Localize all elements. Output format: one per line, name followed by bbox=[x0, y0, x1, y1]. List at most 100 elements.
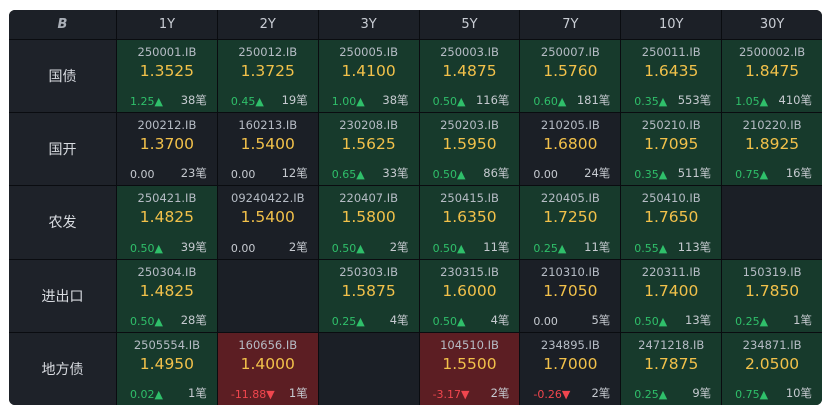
yield-change: 0.00 bbox=[230, 168, 256, 182]
quote-cell[interactable]: 234871.IB 2.0500 0.75▲ 10笔 bbox=[722, 332, 822, 405]
corner-cell: B bbox=[9, 10, 116, 39]
yield-change: 0.60▲ bbox=[533, 95, 567, 109]
quote-cell[interactable]: 150319.IB 1.7850 0.25▲ 1笔 bbox=[722, 259, 822, 332]
bond-yield: 1.5625 bbox=[341, 135, 396, 154]
quote-cell[interactable]: 250001.IB 1.3525 1.25▲ 38笔 bbox=[117, 40, 217, 113]
quote-cell[interactable]: 220311.IB 1.7400 0.50▲ 13笔 bbox=[621, 259, 722, 332]
tenor-header-30y[interactable]: 30Y bbox=[722, 10, 822, 39]
quote-cell[interactable]: 250007.IB 1.5760 0.60▲ 181笔 bbox=[520, 40, 621, 113]
trade-count: 9笔 bbox=[692, 385, 712, 400]
quote-cell[interactable]: 250421.IB 1.4825 0.50▲ 39笔 bbox=[117, 186, 217, 259]
quote-cell[interactable]: 234895.IB 1.7000 -0.26▼ 2笔 bbox=[520, 332, 621, 405]
row-label[interactable]: 地方债 bbox=[9, 332, 116, 405]
row-label[interactable]: 进出口 bbox=[9, 259, 116, 332]
yield-change: 0.25▲ bbox=[735, 314, 769, 328]
tenor-header-2y[interactable]: 2Y bbox=[217, 10, 318, 39]
trade-count: 1笔 bbox=[188, 385, 207, 400]
bond-code: 250210.IB bbox=[641, 118, 701, 133]
quote-cell[interactable]: 2471218.IB 1.7875 0.25▲ 9笔 bbox=[621, 332, 722, 405]
bond-code: 2500002.IB bbox=[738, 45, 806, 59]
row-label[interactable]: 国债 bbox=[9, 40, 116, 113]
trade-count: 19笔 bbox=[281, 93, 308, 108]
bond-code: 250421.IB bbox=[137, 191, 197, 206]
bond-code: 220407.IB bbox=[339, 191, 399, 206]
trade-count: 13笔 bbox=[685, 312, 712, 327]
trade-count: 2笔 bbox=[389, 239, 409, 254]
yield-change: 0.50▲ bbox=[432, 168, 466, 182]
quote-cell[interactable]: 250303.IB 1.5875 0.25▲ 4笔 bbox=[318, 259, 419, 332]
quote-cell[interactable]: 250410.IB 1.7650 0.55▲ 113笔 bbox=[621, 186, 722, 259]
bond-code: 250304.IB bbox=[137, 264, 197, 279]
bond-yield: 1.5400 bbox=[240, 208, 295, 227]
tenor-header-1y[interactable]: 1Y bbox=[117, 10, 217, 39]
quote-cell[interactable]: 250012.IB 1.3725 0.45▲ 19笔 bbox=[217, 40, 318, 113]
bond-code: 160213.IB bbox=[238, 118, 298, 133]
tenor-header-10y[interactable]: 10Y bbox=[621, 10, 722, 39]
bond-yield: 1.6800 bbox=[543, 135, 598, 154]
bond-code: 150319.IB bbox=[742, 264, 802, 279]
trade-count: 4笔 bbox=[490, 312, 510, 327]
bond-yield: 1.7095 bbox=[644, 135, 699, 154]
bond-yield: 1.3725 bbox=[240, 62, 295, 80]
quote-cell[interactable]: 210205.IB 1.6800 0.00 24笔 bbox=[520, 113, 621, 186]
bond-yield: 1.5760 bbox=[543, 62, 598, 80]
row-label[interactable]: 国开 bbox=[9, 113, 116, 186]
quote-cell[interactable]: 230315.IB 1.6000 0.50▲ 4笔 bbox=[419, 259, 520, 332]
yield-change: -3.17▼ bbox=[432, 387, 470, 401]
quote-cell[interactable]: 104510.IB 1.5500 -3.17▼ 2笔 bbox=[419, 332, 520, 405]
quote-cell[interactable]: 250304.IB 1.4825 0.50▲ 28笔 bbox=[117, 259, 217, 332]
quote-cell[interactable]: 2500002.IB 1.8475 1.05▲ 410笔 bbox=[722, 40, 822, 113]
quote-cell[interactable]: 220407.IB 1.5800 0.50▲ 2笔 bbox=[318, 186, 419, 259]
bond-yield: 1.4950 bbox=[139, 354, 195, 373]
bond-yield: 1.7000 bbox=[543, 354, 598, 373]
bond-code: 2505554.IB bbox=[133, 337, 200, 352]
quote-cell[interactable]: 250210.IB 1.7095 0.35▲ 511笔 bbox=[621, 113, 722, 186]
quote-cell[interactable]: 250415.IB 1.6350 0.50▲ 11笔 bbox=[419, 186, 520, 259]
trade-count: 86笔 bbox=[483, 166, 510, 181]
trade-count: 11笔 bbox=[584, 239, 611, 254]
quote-cell[interactable]: 250003.IB 1.4875 0.50▲ 116笔 bbox=[419, 40, 520, 113]
empty-quote-cell bbox=[318, 332, 419, 405]
quote-cell[interactable]: 160656.IB 1.4000 -11.88▼ 1笔 bbox=[217, 332, 318, 405]
quote-cell[interactable]: 210310.IB 1.7050 0.00 5笔 bbox=[520, 259, 621, 332]
row-label[interactable]: 农发 bbox=[9, 186, 116, 259]
quote-cell[interactable]: 250005.IB 1.4100 1.00▲ 38笔 bbox=[318, 40, 419, 113]
quote-cell[interactable]: 09240422.IB 1.5400 0.00 2笔 bbox=[217, 186, 318, 259]
bond-code: 220405.IB bbox=[540, 191, 600, 206]
bond-code: 160656.IB bbox=[238, 337, 298, 352]
trade-count: 38笔 bbox=[382, 93, 409, 108]
yield-change: 0.75▲ bbox=[735, 387, 769, 401]
quote-cell[interactable]: 250203.IB 1.5950 0.50▲ 86笔 bbox=[419, 113, 520, 186]
bond-code: 234895.IB bbox=[540, 337, 600, 352]
bond-code: 250007.IB bbox=[540, 45, 600, 59]
bond-yield: 1.7850 bbox=[744, 281, 800, 300]
tenor-header-3y[interactable]: 3Y bbox=[318, 10, 419, 39]
yield-change: 0.35▲ bbox=[634, 95, 668, 109]
yield-board: B 1Y 2Y 3Y 5Y 7Y 10Y 30Y 国债 250001.IB 1.35… bbox=[9, 10, 822, 405]
quote-cell[interactable]: 2505554.IB 1.4950 0.02▲ 1笔 bbox=[117, 332, 217, 405]
yield-change: 0.50▲ bbox=[432, 314, 466, 328]
yield-change: -11.88▼ bbox=[230, 387, 275, 401]
quote-cell[interactable]: 220405.IB 1.7250 0.25▲ 11笔 bbox=[520, 186, 621, 259]
trade-count: 2笔 bbox=[288, 239, 308, 254]
bond-yield: 1.5800 bbox=[341, 208, 396, 227]
yield-change: 0.65▲ bbox=[331, 168, 365, 182]
bond-code: 250003.IB bbox=[440, 45, 499, 59]
yield-change: 0.50▲ bbox=[130, 314, 163, 328]
quote-cell[interactable]: 210220.IB 1.8925 0.75▲ 16笔 bbox=[722, 113, 822, 186]
quote-cell[interactable]: 160213.IB 1.5400 0.00 12笔 bbox=[217, 113, 318, 186]
quote-cell[interactable]: 250011.IB 1.6435 0.35▲ 553笔 bbox=[621, 40, 722, 113]
bond-yield: 1.6000 bbox=[442, 281, 497, 300]
bond-code: 230208.IB bbox=[339, 118, 399, 133]
quote-cell[interactable]: 230208.IB 1.5625 0.65▲ 33笔 bbox=[318, 113, 419, 186]
tenor-header-5y[interactable]: 5Y bbox=[419, 10, 520, 39]
trade-count: 23笔 bbox=[180, 166, 207, 181]
bond-yield: 1.6435 bbox=[644, 62, 699, 80]
yield-change: 0.00 bbox=[230, 241, 256, 255]
yield-change: 0.00 bbox=[533, 314, 558, 328]
trade-count: 1笔 bbox=[288, 385, 308, 400]
tenor-header-7y[interactable]: 7Y bbox=[520, 10, 621, 39]
quote-grid: B 1Y 2Y 3Y 5Y 7Y 10Y 30Y 国债 250001.IB 1.35… bbox=[9, 10, 822, 405]
yield-change: 0.45▲ bbox=[230, 95, 264, 109]
quote-cell[interactable]: 200212.IB 1.3700 0.00 23笔 bbox=[117, 113, 217, 186]
